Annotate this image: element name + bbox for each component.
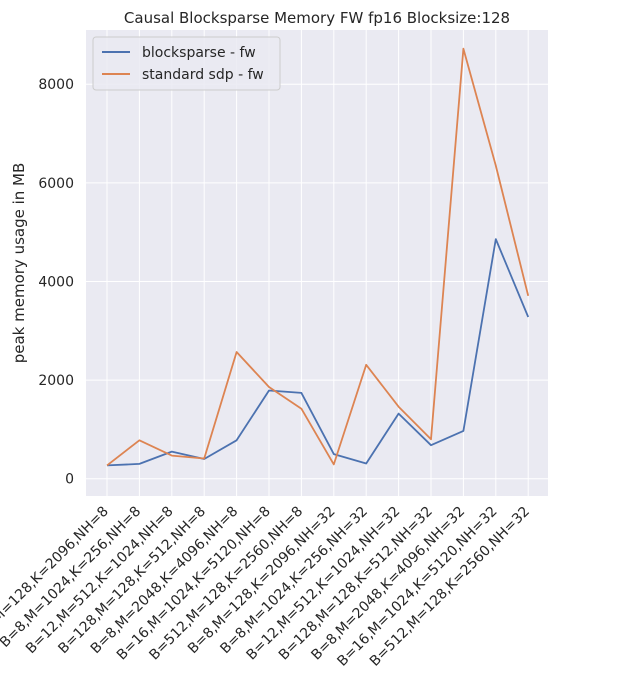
y-tick-label: 6000 — [38, 176, 74, 192]
legend-label-blocksparse: blocksparse - fw — [142, 45, 256, 61]
legend-box — [92, 36, 281, 91]
y-tick-label: 8000 — [38, 77, 74, 93]
series-line-standard-sdp — [106, 47, 530, 467]
series-line-blocksparse — [106, 238, 530, 467]
legend: blocksparse - fw standard sdp - fw — [92, 36, 281, 91]
chart-title: Causal Blocksparse Memory FW fp16 Blocks… — [124, 9, 510, 27]
y-tick-labels: 0 2000 4000 6000 8000 — [38, 77, 74, 487]
y-tick-label: 4000 — [38, 274, 74, 290]
x-tick-labels: B=8,M=128,K=2096,NH=8B=8,M=1024,K=256,NH… — [0, 504, 533, 670]
legend-label-standard-sdp: standard sdp - fw — [142, 67, 264, 83]
y-tick-label: 2000 — [38, 373, 74, 389]
plot-background — [86, 30, 548, 496]
y-tick-label: 0 — [65, 472, 74, 488]
grid — [86, 30, 548, 496]
series-lines — [106, 47, 530, 467]
y-axis-label: peak memory usage in MB — [10, 163, 28, 364]
